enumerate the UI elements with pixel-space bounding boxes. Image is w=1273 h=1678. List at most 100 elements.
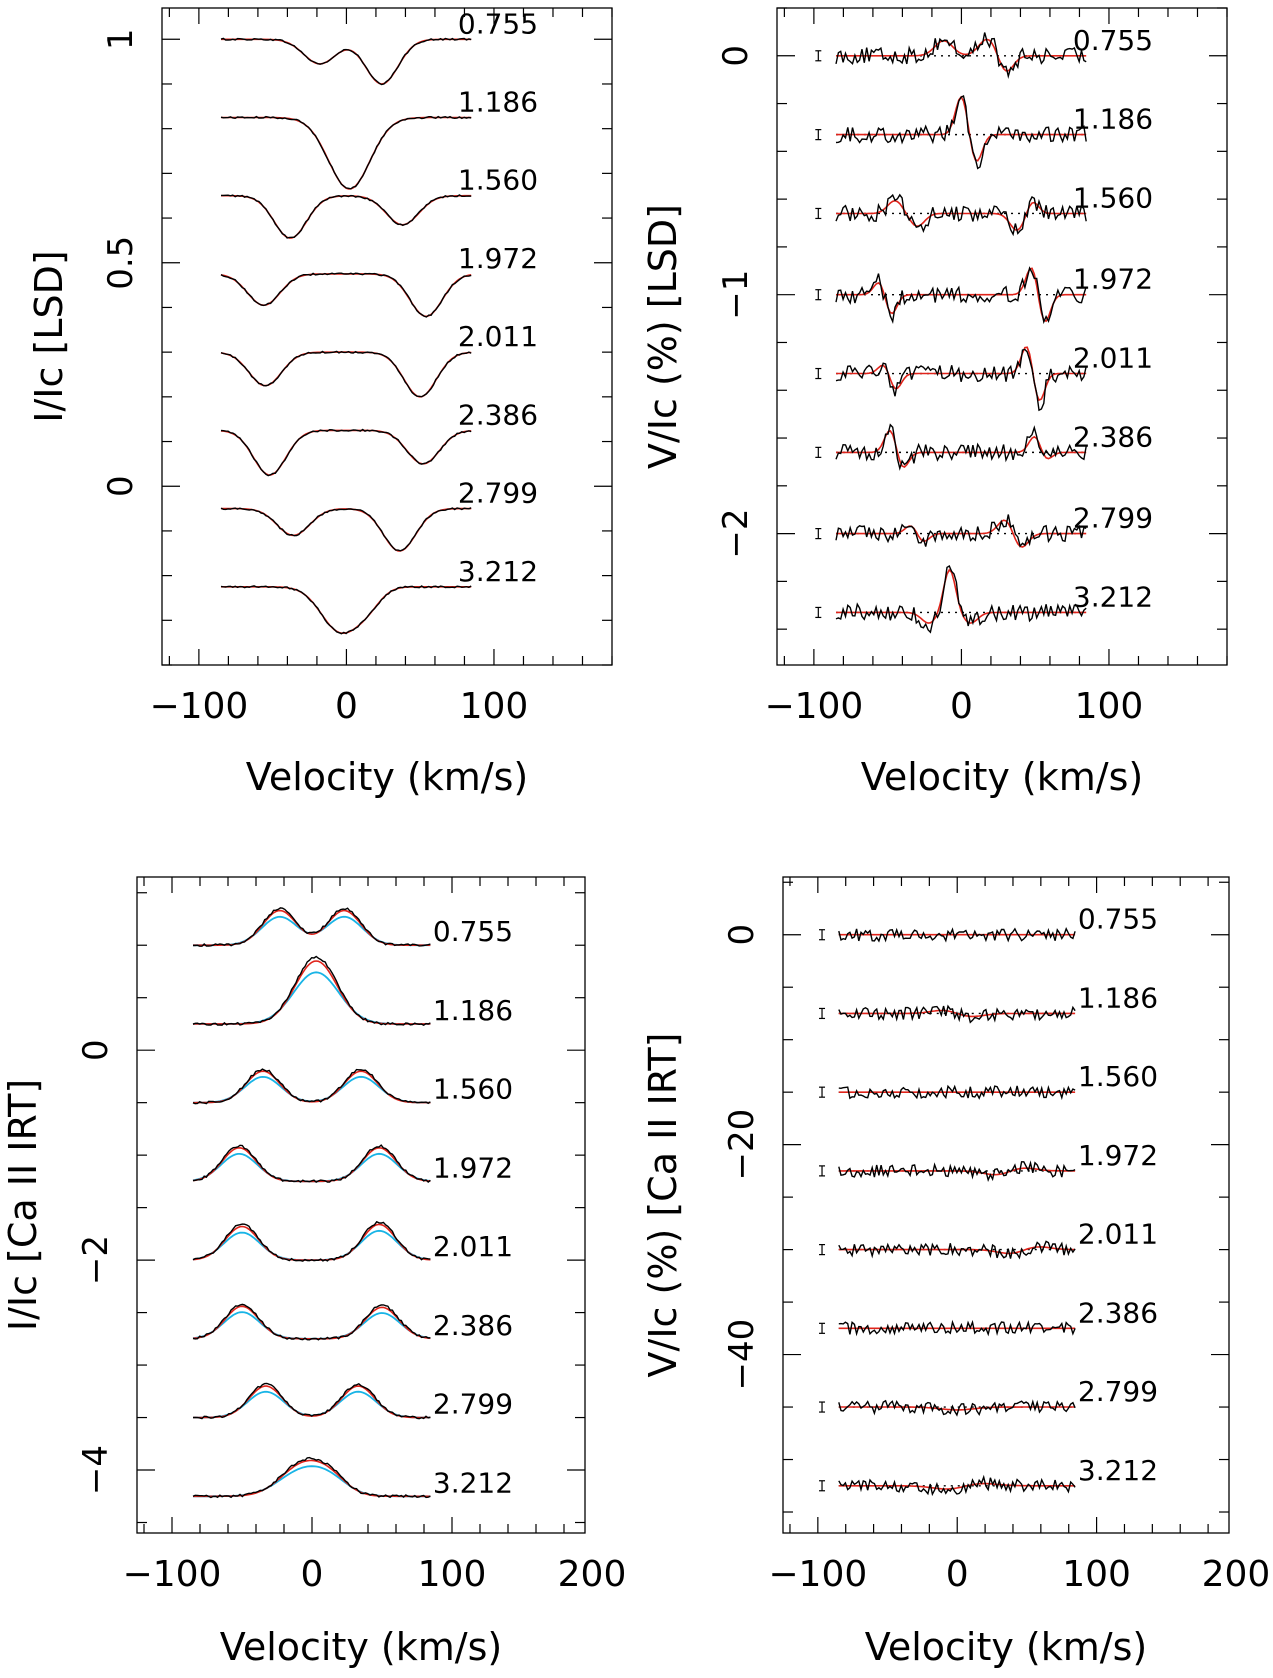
phase-label: 2.799 <box>458 477 538 510</box>
phase-label: 2.386 <box>458 398 538 431</box>
series-2.799: 2.799 <box>815 502 1153 548</box>
phase-label: 2.799 <box>1073 502 1153 535</box>
y-tick-label: 0 <box>76 1039 116 1061</box>
plot-frame <box>776 7 1228 666</box>
series-1.972: 1.972 <box>815 263 1153 325</box>
series-2.011: 2.011 <box>192 1220 513 1263</box>
x-axis-label: Velocity (km/s) <box>865 1625 1147 1669</box>
phase-label: 3.212 <box>458 555 538 588</box>
model-line <box>220 351 472 398</box>
series-1.972: 1.972 <box>819 1139 1158 1183</box>
observed-line <box>838 1240 1076 1260</box>
phase-label: 2.011 <box>1078 1218 1158 1251</box>
x-axis-label: Velocity (km/s) <box>246 755 528 799</box>
model-line <box>192 1305 431 1340</box>
x-tick-label: −100 <box>768 1554 867 1595</box>
observed-line <box>838 1084 1076 1101</box>
x-tick-label: 100 <box>1075 686 1144 727</box>
series-1.560: 1.560 <box>815 181 1153 237</box>
series-2.386: 2.386 <box>815 420 1153 471</box>
series-2.011: 2.011 <box>815 342 1153 412</box>
phase-label: 2.011 <box>433 1230 513 1263</box>
series-1.972: 1.972 <box>220 242 538 318</box>
model-line <box>220 273 472 318</box>
phase-label: 1.186 <box>433 994 513 1027</box>
phase-label: 2.011 <box>1073 342 1153 375</box>
observed-line <box>835 32 1087 79</box>
observed-line <box>192 1456 431 1499</box>
phase-label: 1.560 <box>433 1073 513 1106</box>
series-2.799: 2.799 <box>819 1375 1158 1417</box>
observed-line <box>192 1144 431 1184</box>
x-tick-label: 100 <box>418 1554 487 1595</box>
x-tick-label: −100 <box>149 686 248 727</box>
phase-label: 1.186 <box>1073 103 1153 136</box>
phase-label: 3.212 <box>1078 1454 1158 1487</box>
model-line <box>836 519 1087 548</box>
y-axis-label: V/Ic (%) [LSD] <box>641 204 685 469</box>
model-line <box>221 38 472 85</box>
phase-label: 3.212 <box>433 1466 513 1499</box>
series-2.799: 2.799 <box>192 1382 513 1421</box>
phase-label: 0.755 <box>1078 903 1158 936</box>
observed-line <box>838 1474 1076 1497</box>
model-line <box>838 1406 1076 1411</box>
phase-label: 3.212 <box>1073 580 1153 613</box>
model-line <box>193 960 431 1025</box>
series-1.560: 1.560 <box>819 1060 1158 1101</box>
panel-ca-irt-stokes-v: −100 0 100 200 0 −20 −40 Velocity (km/s) V/Ic (%… <box>641 876 1270 1669</box>
phase-label: 1.972 <box>1078 1139 1158 1172</box>
model-line-unconvolved <box>193 971 431 1025</box>
series-1.560: 1.560 <box>192 1068 513 1106</box>
observed-line <box>220 585 472 635</box>
model-line <box>836 267 1087 323</box>
series-2.386: 2.386 <box>220 398 538 477</box>
observed-line <box>193 907 431 947</box>
phase-label: 1.560 <box>1073 181 1153 214</box>
series-1.560: 1.560 <box>221 164 538 239</box>
phase-label: 0.755 <box>433 915 513 948</box>
model-line <box>221 507 472 552</box>
observed-line <box>835 266 1087 325</box>
observed-line <box>835 564 1087 634</box>
observed-line <box>221 194 472 239</box>
observed-line <box>835 94 1087 170</box>
observed-line <box>192 955 431 1027</box>
series-0.755: 0.755 <box>815 24 1153 79</box>
model-line <box>192 1223 431 1261</box>
observed-line <box>192 1068 431 1105</box>
y-tick-label: 0.5 <box>101 236 141 290</box>
observed-line <box>220 115 472 190</box>
x-tick-label: 0 <box>301 1554 324 1595</box>
y-tick-label: 0 <box>716 45 756 67</box>
series-2.011: 2.011 <box>220 320 538 398</box>
series-3.212: 3.212 <box>815 564 1153 634</box>
x-tick-label: −100 <box>764 686 863 727</box>
observed-line <box>220 350 472 398</box>
y-tick-label: 1 <box>101 28 141 50</box>
model-line <box>193 909 431 946</box>
model-line <box>836 429 1087 469</box>
observed-line <box>835 193 1087 237</box>
series-3.212: 3.212 <box>220 555 538 635</box>
observed-line <box>838 927 1076 943</box>
x-tick-label: 0 <box>335 686 358 727</box>
y-axis-label: I/Ic [LSD] <box>27 250 71 422</box>
phase-label: 1.972 <box>1073 263 1153 296</box>
x-tick-label: 100 <box>1062 1554 1131 1595</box>
x-tick-label: 0 <box>946 1554 969 1595</box>
model-line-unconvolved <box>193 1465 431 1498</box>
observed-line <box>838 1319 1076 1337</box>
phase-label: 2.799 <box>433 1388 513 1421</box>
observed-line <box>192 1303 431 1341</box>
phase-label: 1.186 <box>1078 981 1158 1014</box>
model-line-unconvolved <box>193 915 431 947</box>
phase-label: 0.755 <box>1073 24 1153 57</box>
series-0.755: 0.755 <box>819 903 1158 943</box>
series-1.186: 1.186 <box>819 981 1158 1024</box>
x-tick-label: 0 <box>950 686 973 727</box>
phase-label: 2.386 <box>433 1309 513 1342</box>
series-3.212: 3.212 <box>192 1456 513 1499</box>
plot-frame <box>782 876 1230 1534</box>
observed-line <box>220 507 472 552</box>
